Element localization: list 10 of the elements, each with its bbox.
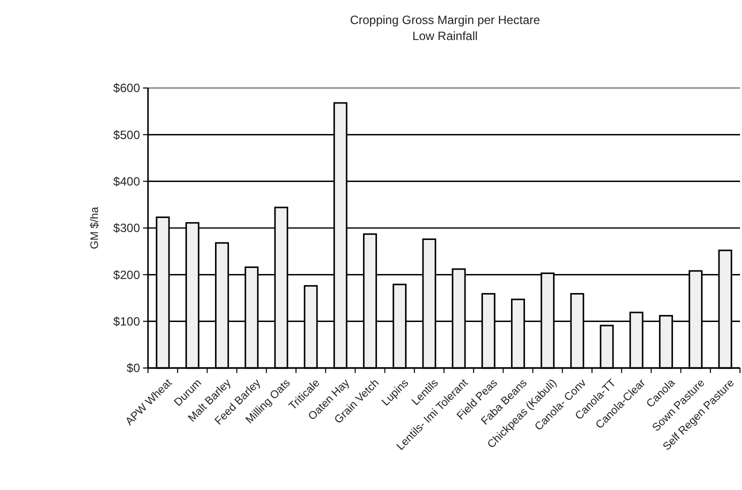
y-tick-label: $600 xyxy=(113,81,140,96)
y-tick-label: $0 xyxy=(126,361,140,376)
y-axis-title: GM $/ha xyxy=(89,206,101,250)
y-tick-label: $500 xyxy=(113,128,140,142)
y-tick-label: $100 xyxy=(113,314,140,329)
y-tick-label: $400 xyxy=(113,174,140,189)
y-tick-label: $300 xyxy=(113,221,140,236)
chart-title: Cropping Gross Margin per Hectare xyxy=(350,13,540,27)
chart-subtitle: Low Rainfall xyxy=(412,29,478,43)
y-tick-label: $200 xyxy=(113,268,140,282)
